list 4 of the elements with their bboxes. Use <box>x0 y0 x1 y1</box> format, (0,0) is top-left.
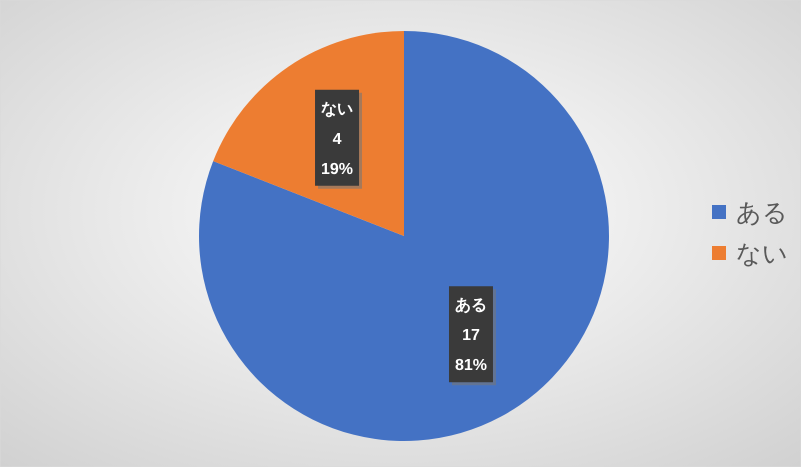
data-label: ある 17 81% <box>454 297 487 374</box>
data-label: ない 4 19% <box>321 100 354 178</box>
legend-label: ある <box>736 199 788 227</box>
legend-label: ない <box>736 240 788 268</box>
